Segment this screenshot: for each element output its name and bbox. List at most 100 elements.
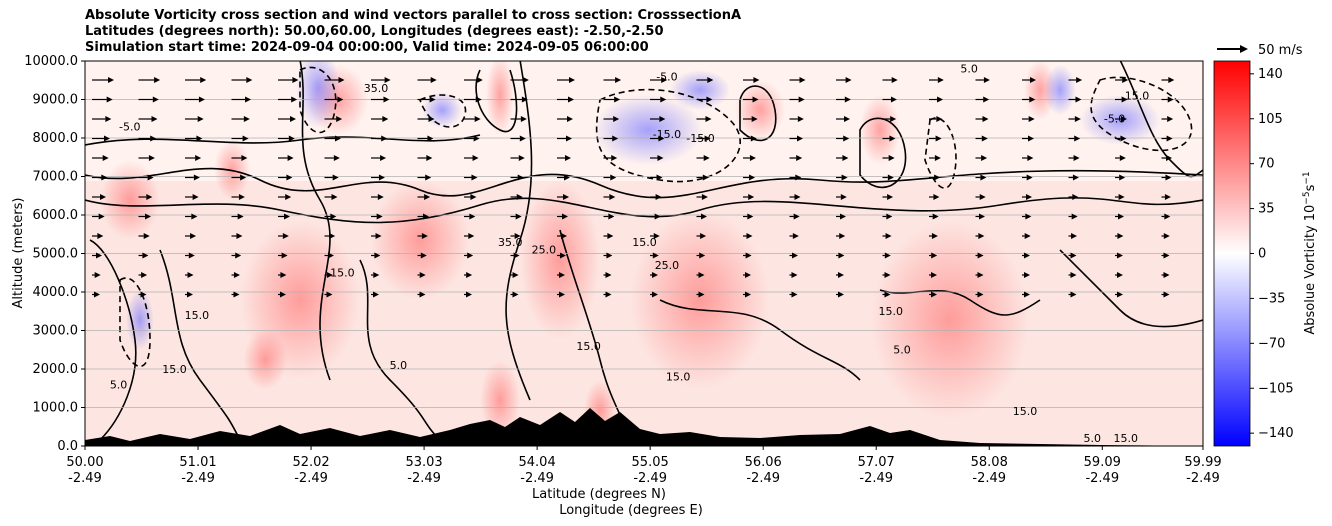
x-tick-label-lon: -2.49 [633,471,667,486]
wind-head [468,233,475,239]
wind-head [1119,155,1126,161]
wind-head [196,135,203,142]
wind-vector [185,155,202,161]
wind-vector [789,135,803,142]
quiver-key-label: 50 m/s [1258,43,1303,58]
wind-vector [138,96,159,103]
wind-vector [231,272,240,278]
wind-head [426,155,433,161]
positive-contour [89,239,137,441]
wind-head [707,77,714,83]
wind-head [326,272,333,278]
wind-head [797,135,803,142]
wind-vector [1161,116,1174,122]
contour-label: -15.0 [686,132,714,145]
negative-contour [595,88,741,183]
colorbar-tick-label: 35 [1258,202,1275,217]
wind-vector [650,96,667,103]
wind-head [1163,252,1170,259]
wind-vector [417,155,433,161]
wind-vector [510,272,519,278]
wind-vector [1022,135,1034,142]
wind-vector [1022,252,1030,259]
wind-head [1165,174,1172,181]
wind-vector [510,135,526,142]
positive-contour [475,69,518,133]
wind-vector [464,233,475,239]
wind-head [655,194,662,200]
negative-region [593,95,703,165]
wind-vector [1115,213,1124,220]
colorbar-tick-label: 0 [1258,247,1266,262]
wind-head [292,77,299,83]
wind-vector [185,233,197,239]
wind-vector [1161,291,1170,298]
wind-vector [696,233,707,239]
wind-vector [929,135,942,142]
wind-vector [743,213,754,220]
wind-vector [1161,77,1175,83]
wind-head [746,233,753,239]
wind-head [100,194,106,200]
wind-head [792,233,799,239]
wind-vector [92,174,108,181]
wind-vector [650,291,658,298]
wind-vector [417,233,428,239]
contour-label: 15.0 [162,363,187,376]
wind-head [98,213,105,220]
wind-vector [882,233,892,239]
wind-head [522,77,529,83]
wind-vector [185,291,193,298]
wind-vector [417,272,426,278]
contour-label: 5.0 [893,344,911,357]
wind-head [885,233,892,239]
wind-head [236,233,243,239]
wind-head [282,233,289,239]
wind-head [611,155,618,161]
wind-vector [743,272,751,278]
wind-head [844,96,851,103]
negative-contour [1090,76,1193,152]
x-tick-label-lat: 59.99 [1184,455,1221,470]
wind-vector [417,291,426,298]
wind-vector [743,135,757,142]
wind-head [562,213,568,220]
wind-vector [324,96,344,103]
wind-vector [650,272,658,278]
contour-label: -15.0 [653,128,681,141]
x-tick-label-lon: -2.49 [407,471,441,486]
wind-vector [231,194,245,200]
wind-head [143,233,150,239]
wind-head [751,116,758,122]
wind-head [378,174,385,181]
wind-head [656,174,663,181]
wind-vector [278,291,286,298]
wind-vector [975,96,990,103]
contour-label: 35.0 [364,82,389,95]
wind-vector [743,96,759,103]
wind-head [753,77,760,83]
wind-vector [1068,291,1077,298]
wind-head [1117,272,1123,278]
wind-vector [92,96,113,103]
wind-vector [510,213,522,220]
wind-vector [278,233,289,239]
wind-head [609,194,616,200]
wind-head [1117,252,1123,259]
wind-vector [464,291,472,298]
wind-head [188,252,195,259]
wind-head [375,233,382,239]
wind-vector [92,77,114,83]
wind-head [233,291,240,298]
wind-head [931,252,938,259]
wind-head [564,174,570,181]
wind-vector [696,135,711,142]
wind-head [606,252,613,259]
positive-contour [505,61,533,401]
wind-vector [603,155,618,161]
wind-vector [789,116,804,122]
y-axis-label: Altitude (meters) [11,198,26,309]
wind-vector [929,174,941,181]
wind-head [890,96,897,103]
wind-head [1029,96,1036,103]
